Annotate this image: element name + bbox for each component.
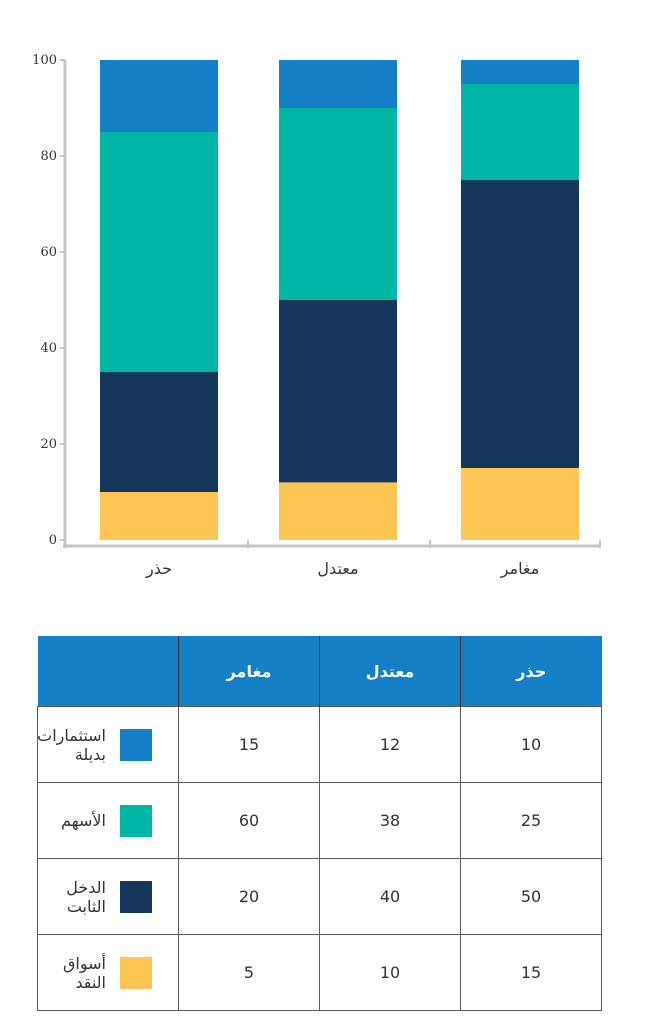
bar-segment-3-2 <box>461 60 579 84</box>
table-cell: 25 <box>460 782 602 859</box>
x-category-label: مغامر <box>500 559 540 579</box>
y-tick-label: 60 <box>40 245 57 260</box>
bar-segment-0-1 <box>279 482 397 540</box>
table-row: استثمارات بديلة 15 12 10 <box>37 706 602 783</box>
table-cell: 15 <box>460 934 602 1011</box>
table-cell: 10 <box>319 934 461 1011</box>
y-axis: 0 20 40 60 80 100 <box>32 53 67 548</box>
bar-segment-3-0 <box>100 60 218 132</box>
header-moderate: معتدل <box>319 636 461 707</box>
table-cell: 12 <box>319 706 461 783</box>
x-category-label: حذر <box>145 559 172 579</box>
header-conservative: حذر <box>460 636 602 707</box>
bar-segment-2-0 <box>100 132 218 372</box>
y-tick-label: 100 <box>32 53 57 68</box>
allocation-table: مغامر معتدل حذر استثمارات بديلة 15 12 10… <box>37 636 602 1011</box>
table-cell: 40 <box>319 858 461 935</box>
y-tick-label: 0 <box>49 533 57 548</box>
table-cell: 10 <box>460 706 602 783</box>
bar-segment-3-1 <box>279 60 397 108</box>
row-label: الأسهم <box>61 811 106 830</box>
row-label: أسواق النقد <box>63 953 106 992</box>
table-cell: 20 <box>178 858 320 935</box>
bar-segment-1-0 <box>100 372 218 492</box>
table-cell: 5 <box>178 934 320 1011</box>
row-label: استثمارات بديلة <box>37 725 106 764</box>
legend-swatch-equities <box>120 804 152 837</box>
bar-segment-1-1 <box>279 300 397 483</box>
table-row: الأسهم 60 38 25 <box>37 782 602 859</box>
table-cell: 38 <box>319 782 461 859</box>
bar-segment-2-2 <box>461 84 579 180</box>
bar-segment-1-2 <box>461 180 579 468</box>
bar-segment-0-2 <box>461 468 579 540</box>
row-label-cell: الدخل الثابت <box>37 858 179 935</box>
header-aggressive: مغامر <box>178 636 320 707</box>
table-header-row: مغامر معتدل حذر <box>37 636 602 707</box>
y-tick-label: 80 <box>40 149 57 164</box>
table-cell: 50 <box>460 858 602 935</box>
bar-segment-2-1 <box>279 108 397 300</box>
row-label: الدخل الثابت <box>66 877 106 916</box>
table-cell: 15 <box>178 706 320 783</box>
row-label-cell: استثمارات بديلة <box>37 706 179 783</box>
table-cell: 60 <box>178 782 320 859</box>
y-tick-label: 20 <box>40 437 57 452</box>
legend-swatch-alternatives <box>120 728 152 761</box>
x-category-label: معتدل <box>317 559 358 578</box>
y-tick-label: 40 <box>40 341 57 356</box>
row-label-cell: الأسهم <box>37 782 179 859</box>
table-row: أسواق النقد 5 10 15 <box>37 934 602 1011</box>
x-axis: حذر معتدل مغامر <box>63 540 601 579</box>
table-row: الدخل الثابت 20 40 50 <box>37 858 602 935</box>
bars <box>100 60 579 540</box>
legend-swatch-money-markets <box>120 956 152 989</box>
legend-swatch-fixed-income <box>120 880 152 913</box>
row-label-cell: أسواق النقد <box>37 934 179 1011</box>
stacked-bar-chart: 0 20 40 60 80 100 حذر معتدل مغامر <box>32 53 601 579</box>
bar-segment-0-0 <box>100 492 218 540</box>
header-empty <box>37 636 179 707</box>
